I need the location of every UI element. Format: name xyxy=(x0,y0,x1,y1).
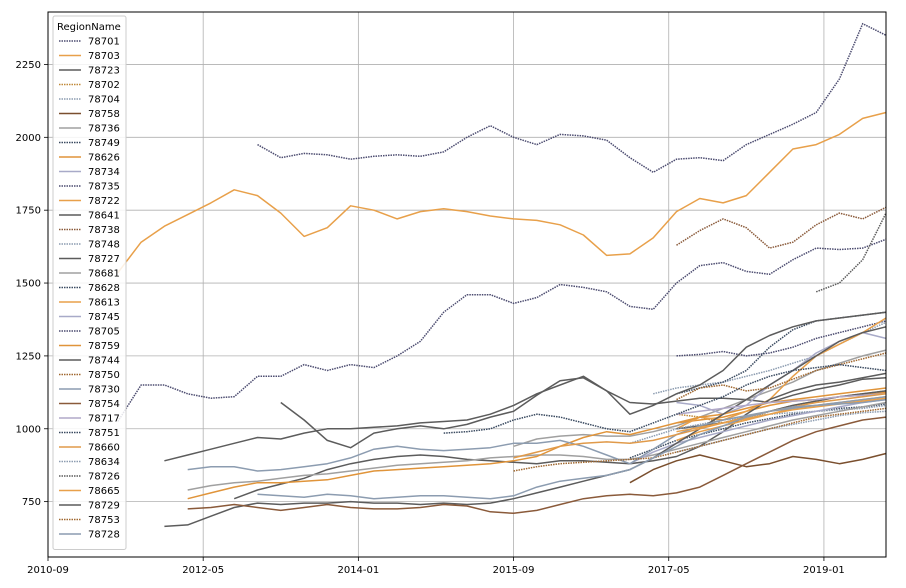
legend-label: 78703 xyxy=(88,51,120,62)
series-line-78753 xyxy=(513,407,887,472)
x-tick-label: 2015-09 xyxy=(493,565,535,576)
legend-label: 78730 xyxy=(88,385,120,396)
y-tick-label: 1000 xyxy=(16,424,41,435)
x-tick-label: 2012-05 xyxy=(182,565,224,576)
legend-label: 78704 xyxy=(88,95,120,106)
legend-label: 78728 xyxy=(88,530,120,541)
x-tick-label: 2014-01 xyxy=(337,565,379,576)
legend-label: 78727 xyxy=(88,254,120,265)
series-layer xyxy=(117,22,887,528)
y-tick-label: 1250 xyxy=(16,351,41,362)
y-tick-label: 1750 xyxy=(16,206,41,217)
grid-lines xyxy=(47,12,886,557)
legend-label: 78754 xyxy=(88,399,120,410)
legend-label: 78702 xyxy=(88,80,120,91)
x-tick-label: 2019-01 xyxy=(803,565,845,576)
legend-label: 78750 xyxy=(88,370,120,381)
legend-label: 78701 xyxy=(88,37,120,48)
legend-label: 78734 xyxy=(88,167,120,178)
series-line-78681 xyxy=(187,401,887,491)
legend-label: 78722 xyxy=(88,196,120,207)
legend-label: 78613 xyxy=(88,298,120,309)
legend-label: 78735 xyxy=(88,182,120,193)
y-tick-label: 2250 xyxy=(16,60,41,71)
legend-label: 78758 xyxy=(88,109,120,120)
legend-label: 78723 xyxy=(88,66,120,77)
series-line-78723 xyxy=(280,377,887,449)
legend-label: 78665 xyxy=(88,486,120,497)
legend-label: 78745 xyxy=(88,312,120,323)
legend-label: 78751 xyxy=(88,428,120,439)
series-line-78749 xyxy=(629,403,887,459)
legend-label: 78626 xyxy=(88,153,120,164)
series-line-78705 xyxy=(117,238,887,422)
legend-label: 78641 xyxy=(88,211,120,222)
series-line-78750 xyxy=(676,352,887,401)
series-line-78729 xyxy=(164,311,887,462)
legend-label: 78681 xyxy=(88,269,120,280)
series-line-78726 xyxy=(815,212,887,293)
legend-label: 78753 xyxy=(88,515,120,526)
series-line-78751 xyxy=(443,363,887,434)
legend-label: 78634 xyxy=(88,457,120,468)
series-line-78745 xyxy=(629,398,887,465)
series-line-78758 xyxy=(629,452,887,484)
legend: RegionName 78701 78703 78723 78702 78704 78758… xyxy=(52,15,127,550)
series-line-78754 xyxy=(187,416,887,515)
series-line-78727 xyxy=(233,372,887,500)
legend-label: 78705 xyxy=(88,327,120,338)
y-axis: 750 1000 1250 1500 1750 2000 2250 xyxy=(16,60,48,508)
series-line-78722 xyxy=(676,317,887,430)
legend-label: 78748 xyxy=(88,240,120,251)
legend-label: 78736 xyxy=(88,124,120,135)
legend-label: 78717 xyxy=(88,414,120,425)
legend-label: 78660 xyxy=(88,443,120,454)
legend-label: 78729 xyxy=(88,501,120,512)
legend-label: 78726 xyxy=(88,472,120,483)
x-tick-label: 2010-09 xyxy=(27,565,69,576)
legend-label: 78749 xyxy=(88,138,120,149)
series-line-78728 xyxy=(257,398,887,500)
x-axis: 2010-09 2012-05 2014-01 2015-09 2017-05 2019-… xyxy=(27,557,845,576)
series-line-78744 xyxy=(164,326,887,528)
series-line-78738 xyxy=(676,206,887,249)
legend-title: RegionName xyxy=(57,22,121,33)
series-line-78703 xyxy=(117,111,887,274)
series-line-78735 xyxy=(676,320,887,357)
legend-label: 78759 xyxy=(88,341,120,352)
legend-label: 78628 xyxy=(88,283,120,294)
legend-label: 78738 xyxy=(88,225,120,236)
series-line-78701 xyxy=(257,22,887,174)
y-tick-label: 2000 xyxy=(16,133,41,144)
x-tick-label: 2017-05 xyxy=(648,565,690,576)
y-tick-label: 750 xyxy=(22,497,41,508)
series-line-78660 xyxy=(513,393,887,459)
legend-label: 78744 xyxy=(88,356,120,367)
series-line-78717 xyxy=(676,393,887,415)
plot-frame xyxy=(47,11,887,558)
series-line-78704 xyxy=(653,321,887,395)
y-tick-label: 1500 xyxy=(16,279,41,290)
legend-box xyxy=(52,15,127,550)
